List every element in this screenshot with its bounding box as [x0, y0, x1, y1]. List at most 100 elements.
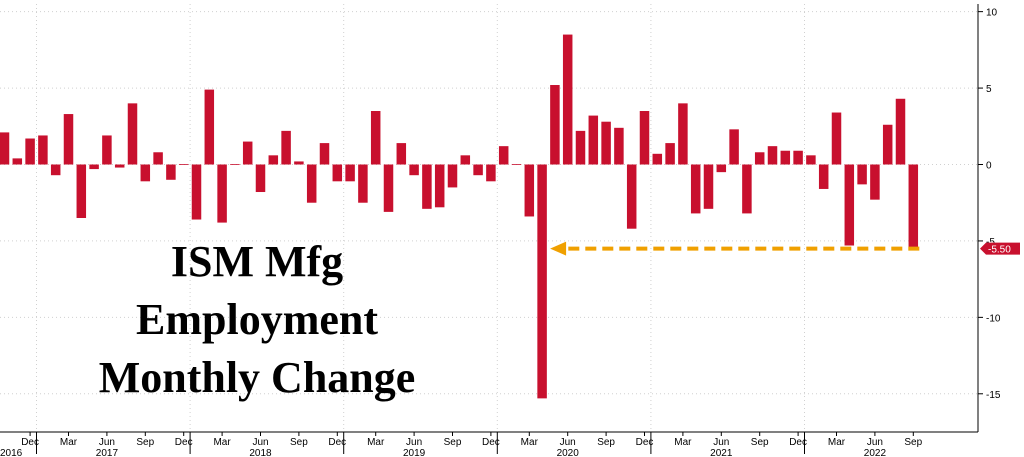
bar-2017-11: [166, 164, 176, 180]
bar-2022-06: [870, 164, 880, 200]
bar-2020-03: [524, 164, 535, 217]
bar-2019-12: [486, 164, 496, 182]
x-year-label: 2018: [249, 448, 272, 457]
bar-2020-04: [537, 164, 547, 399]
x-month-label: Jun: [252, 437, 268, 448]
bar-2021-07: [729, 129, 739, 165]
bar-2017-06: [102, 135, 112, 165]
x-month-label: Dec: [328, 437, 346, 448]
x-year-label: 2016: [0, 448, 23, 457]
chart-title-line-1: ISM Mfg: [171, 237, 343, 286]
x-month-label: Mar: [828, 437, 846, 448]
bar-2018-06: [255, 164, 266, 193]
x-month-label: Jun: [99, 437, 115, 448]
y-tick-label: -5: [986, 237, 995, 248]
bar-2020-11: [626, 164, 637, 229]
x-month-label: Sep: [751, 437, 769, 448]
bar-2020-05: [550, 85, 560, 165]
bar-2017-09: [140, 164, 151, 182]
bar-2022-01: [806, 155, 816, 165]
bar-2018-02: [204, 89, 215, 165]
bar-2018-07: [268, 155, 279, 165]
bar-2017-08: [127, 103, 138, 165]
x-month-label: Jun: [867, 437, 883, 448]
bar-2019-02: [358, 164, 368, 203]
bar-2021-11: [780, 150, 791, 165]
bar-2017-07: [114, 164, 125, 168]
bar-2020-02: [511, 164, 522, 165]
bar-2022-09: [908, 164, 919, 249]
bar-2017-02: [50, 164, 61, 176]
bar-2021-06: [716, 164, 727, 173]
x-year-label: 2017: [96, 448, 119, 457]
bar-2022-04: [844, 164, 855, 246]
x-year-label: 2022: [864, 448, 887, 457]
bar-2020-01: [498, 146, 509, 165]
bar-2022-03: [831, 112, 842, 165]
x-month-label: Sep: [444, 437, 462, 448]
bar-2021-04: [690, 164, 701, 214]
bar-2019-07: [422, 164, 432, 209]
bar-2019-06: [409, 164, 419, 176]
x-year-label: 2020: [557, 448, 580, 457]
bar-2019-08: [434, 164, 445, 208]
bar-2020-09: [601, 121, 611, 165]
bar-2019-11: [473, 164, 483, 176]
y-tick-label: 5: [986, 84, 992, 95]
x-month-label: Dec: [482, 437, 500, 448]
bar-2017-12: [178, 164, 189, 165]
bar-2022-05: [857, 164, 867, 185]
y-tick-label: 10: [986, 8, 998, 19]
x-month-label: Jun: [560, 437, 576, 448]
bar-2021-02: [665, 143, 675, 165]
bar-2021-09: [754, 152, 765, 165]
x-month-label: Dec: [636, 437, 654, 448]
bar-2020-08: [588, 115, 599, 165]
x-month-label: Mar: [367, 437, 385, 448]
bar-2022-02: [818, 164, 829, 189]
bar-2019-10: [460, 155, 471, 165]
bar-2022-07: [882, 124, 893, 165]
annotation-arrowhead: [550, 241, 567, 256]
bar-2019-03: [370, 111, 381, 165]
bar-2016-11: [12, 158, 23, 165]
x-month-label: Sep: [136, 437, 154, 448]
bar-2019-01: [345, 164, 355, 182]
bar-2020-06: [562, 34, 573, 165]
chart-title-line-3: Monthly Change: [99, 353, 416, 402]
last-value-label: -5.50: [988, 245, 1011, 256]
x-month-label: Sep: [904, 437, 922, 448]
bar-2022-08: [895, 98, 906, 165]
x-month-label: Mar: [521, 437, 539, 448]
bar-2018-01: [191, 164, 202, 220]
bar-2021-05: [703, 164, 714, 209]
x-year-label: 2019: [403, 448, 426, 457]
bar-2019-05: [396, 143, 407, 165]
bar-2017-01: [38, 135, 48, 165]
bar-2018-09: [294, 161, 304, 165]
chart-title-line-2: Employment: [136, 295, 378, 344]
bar-2017-04: [76, 164, 87, 218]
x-month-label: Sep: [597, 437, 615, 448]
bar-2019-09: [447, 164, 458, 188]
bar-2020-12: [639, 111, 650, 165]
x-month-label: Mar: [674, 437, 692, 448]
bar-2018-03: [217, 164, 227, 223]
bar-2018-12: [332, 164, 343, 182]
bar-2021-10: [767, 146, 778, 165]
x-month-label: Sep: [290, 437, 308, 448]
x-month-label: Mar: [60, 437, 78, 448]
bar-2018-11: [319, 143, 330, 165]
bar-2021-03: [678, 103, 688, 165]
bar-2018-08: [281, 130, 291, 165]
bar-2021-01: [652, 153, 663, 165]
bar-2020-07: [575, 130, 586, 165]
bar-2021-08: [742, 164, 752, 214]
bar-2018-05: [242, 141, 253, 165]
bar-2019-04: [383, 164, 394, 212]
bar-2020-10: [614, 127, 624, 165]
x-month-label: Dec: [21, 437, 39, 448]
bar-2021-12: [793, 150, 803, 165]
